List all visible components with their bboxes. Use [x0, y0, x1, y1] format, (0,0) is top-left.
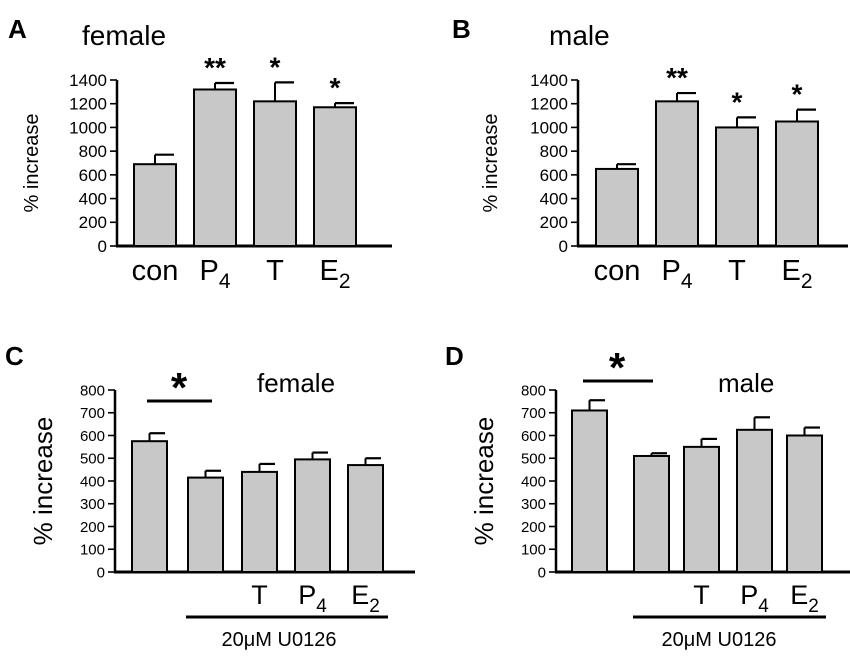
y-tick-label-d: 600	[521, 428, 546, 445]
bar-c-4	[294, 458, 331, 574]
significance-b-3: *	[732, 86, 743, 117]
panel-label-d: D	[445, 341, 464, 371]
y-tick-label-b: 800	[540, 142, 568, 161]
y-tick-label-d: 100	[521, 542, 546, 559]
y-tick-label-a: 800	[79, 142, 107, 161]
y-tick-label-d: 700	[521, 405, 546, 422]
y-tick-label-b: 600	[540, 166, 568, 185]
bar-c-2	[187, 476, 224, 573]
bar-c-1	[131, 440, 168, 573]
y-tick-label-a: 200	[79, 213, 107, 232]
y-tick-label-c: 0	[97, 564, 105, 581]
y-tick-label-d: 800	[521, 382, 546, 399]
bar-a-3	[253, 100, 297, 248]
bar-d-1	[571, 409, 608, 573]
significance-a-2: **	[204, 52, 226, 83]
panel-label-c: C	[5, 341, 24, 371]
bar-b-3	[715, 126, 759, 247]
chart-title-a: female	[82, 20, 166, 51]
bar-d-3	[683, 445, 720, 573]
y-tick-label-c: 800	[80, 382, 105, 399]
category-label-a-3: T	[266, 255, 284, 287]
ylabel-a: % increase	[21, 114, 43, 213]
bar-d-4	[736, 428, 773, 573]
y-tick-label-b: 1400	[530, 71, 568, 90]
y-tick-label-a: 1400	[69, 71, 107, 90]
comparison-star-c: *	[171, 364, 188, 411]
significance-a-4: *	[330, 72, 341, 103]
significance-b-4: *	[792, 79, 803, 110]
y-tick-label-b: 200	[540, 213, 568, 232]
bar-a-4	[313, 106, 357, 248]
bar-a-1	[133, 163, 177, 247]
category-label-c-4: P4	[298, 580, 327, 617]
y-tick-label-a: 1000	[69, 118, 107, 137]
y-tick-label-d: 200	[521, 519, 546, 536]
significance-a-3: *	[270, 51, 281, 82]
category-label-a-2: P4	[199, 255, 230, 293]
chart-title-c: female	[257, 368, 335, 398]
category-label-d-5: E2	[790, 580, 819, 617]
y-tick-label-b: 1200	[530, 95, 568, 114]
y-tick-label-a: 600	[79, 166, 107, 185]
y-tick-label-c: 100	[80, 542, 105, 559]
category-label-d-3: T	[693, 580, 710, 610]
y-tick-label-c: 600	[80, 428, 105, 445]
ylabel-d: % increase	[469, 417, 499, 546]
bar-d-5	[786, 434, 823, 573]
category-label-b-3: T	[728, 255, 746, 287]
y-tick-label-c: 500	[80, 451, 105, 468]
y-tick-label-b: 1000	[530, 118, 568, 137]
bar-d-2	[633, 454, 670, 574]
y-tick-label-c: 200	[80, 519, 105, 536]
y-tick-label-c: 400	[80, 473, 105, 490]
bar-c-5	[347, 464, 384, 574]
panel-label-a: A	[8, 14, 27, 44]
bar-b-1	[595, 167, 639, 247]
bar-a-2	[193, 88, 237, 247]
y-tick-label-d: 0	[538, 564, 546, 581]
y-tick-label-a: 0	[98, 237, 107, 256]
treatment-label-d: 20μM U0126	[662, 629, 777, 651]
y-tick-label-b: 400	[540, 190, 568, 209]
treatment-label-c: 20μM U0126	[222, 629, 337, 651]
chart-title-b: male	[549, 20, 610, 51]
ylabel-b: % increase	[480, 114, 502, 213]
category-label-b-1: con	[594, 255, 641, 287]
bar-b-4	[775, 120, 819, 247]
category-label-b-4: E2	[781, 255, 812, 293]
category-label-b-2: P4	[661, 255, 692, 293]
panel-label-b: B	[452, 14, 471, 44]
y-tick-label-c: 300	[80, 496, 105, 513]
ylabel-c: % increase	[28, 417, 58, 546]
category-label-c-5: E2	[351, 580, 380, 617]
comparison-star-d: *	[609, 344, 626, 391]
category-label-c-3: T	[251, 580, 268, 610]
y-tick-label-d: 400	[521, 473, 546, 490]
bar-c-3	[241, 470, 278, 573]
bar-b-2	[655, 100, 699, 248]
significance-b-2: **	[666, 62, 688, 93]
y-tick-label-a: 1200	[69, 95, 107, 114]
category-label-a-4: E2	[319, 255, 350, 293]
y-tick-label-d: 300	[521, 496, 546, 513]
y-tick-label-b: 0	[559, 237, 568, 256]
category-label-d-4: P4	[740, 580, 769, 617]
chart-title-d: male	[718, 368, 774, 398]
y-tick-label-a: 400	[79, 190, 107, 209]
category-label-a-1: con	[132, 255, 179, 287]
y-tick-label-c: 700	[80, 405, 105, 422]
y-tick-label-d: 500	[521, 451, 546, 468]
